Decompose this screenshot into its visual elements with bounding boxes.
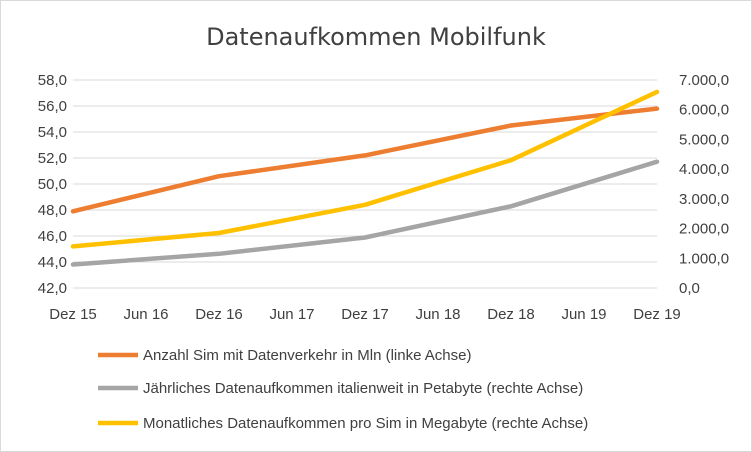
legend-label: Monatliches Datenaufkommen pro Sim in Me…: [143, 415, 588, 432]
left-y-tick-label: 42,0: [38, 280, 67, 297]
right-y-tick-label: 2.000,0: [679, 221, 729, 238]
left-y-tick-label: 46,0: [38, 228, 67, 245]
right-y-tick-label: 1.000,0: [679, 250, 729, 267]
legend-label: Jährliches Datenaufkommen italienweit in…: [143, 380, 583, 397]
left-y-tick-label: 50,0: [38, 176, 67, 193]
x-tick-label: Dez 15: [49, 306, 97, 323]
x-tick-label: Dez 18: [487, 306, 535, 323]
right-y-tick-label: 5.000,0: [679, 131, 729, 148]
x-tick-label: Jun 16: [123, 306, 168, 323]
legend: Anzahl Sim mit Datenverkehr in Mln (link…: [98, 347, 588, 432]
left-y-tick-label: 58,0: [38, 72, 67, 89]
x-tick-label: Jun 18: [415, 306, 460, 323]
series-line-monatliches: [70, 89, 660, 249]
left-y-tick-label: 52,0: [38, 150, 67, 167]
legend-label: Anzahl Sim mit Datenverkehr in Mln (link…: [143, 347, 471, 364]
left-y-tick-label: 44,0: [38, 254, 67, 271]
right-y-tick-label: 3.000,0: [679, 191, 729, 208]
right-y-axis: 7.000,0 6.000,0 5.000,0 4.000,0 3.000,0 2.000…: [679, 72, 729, 297]
x-tick-label: Dez 16: [195, 306, 243, 323]
chart-title: Datenaufkommen Mobilfunk: [206, 23, 546, 51]
x-tick-label: Dez 19: [633, 306, 681, 323]
left-y-tick-label: 54,0: [38, 124, 67, 141]
series-line-jährliches: [70, 159, 660, 267]
right-y-tick-label: 4.000,0: [679, 161, 729, 178]
right-y-tick-label: 7.000,0: [679, 72, 729, 89]
left-y-tick-label: 48,0: [38, 202, 67, 219]
x-tick-label: Jun 17: [269, 306, 314, 323]
left-y-axis: 58,0 56,0 54,0 52,0 50,0 48,0 46,0 44,0 42,0: [38, 72, 67, 297]
left-y-tick-label: 56,0: [38, 98, 67, 115]
right-y-tick-label: 6.000,0: [679, 102, 729, 119]
x-tick-label: Jun 19: [561, 306, 606, 323]
series-line-anzahl: [70, 106, 660, 214]
x-axis: Dez 15 Jun 16 Dez 16 Jun 17 Dez 17 Jun 18 Dez …: [49, 287, 681, 323]
x-tick-label: Dez 17: [341, 306, 389, 323]
right-y-tick-label: 0,0: [679, 280, 700, 297]
series-lines: [70, 89, 660, 267]
